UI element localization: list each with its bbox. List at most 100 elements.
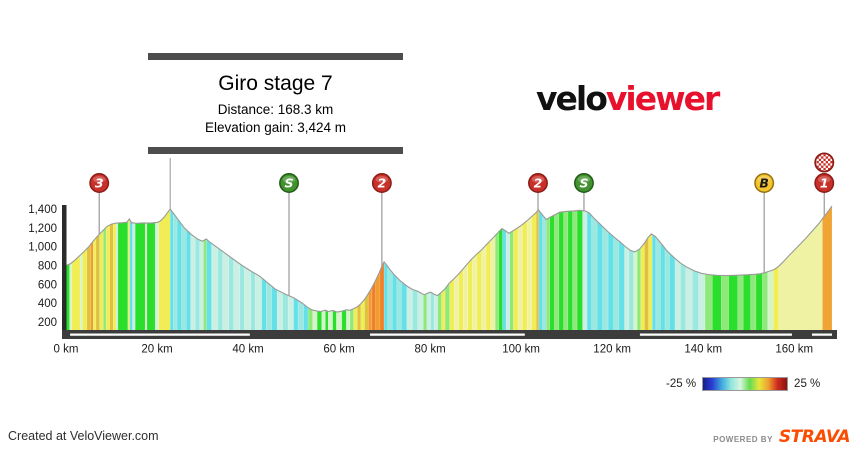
gradient-segment [554, 212, 560, 332]
gradient-segment [698, 272, 706, 332]
intermediate-sprint-icon [573, 173, 594, 193]
gradient-segment [181, 223, 187, 332]
gradient-segment [773, 265, 779, 332]
gradient-segment [423, 293, 428, 332]
gradient-segment [704, 273, 713, 332]
gradient-segment [103, 226, 107, 332]
marker-label: 2 [378, 175, 387, 190]
veloviewer-logo: veloviewer [536, 79, 720, 118]
gradient-segment [449, 277, 455, 332]
marker-label: 3 [95, 175, 104, 190]
gradient-segment [633, 250, 638, 332]
x-axis-label: 140 km [684, 344, 722, 356]
gradient-segment [755, 272, 763, 332]
marker-label: B [759, 175, 769, 190]
gradient-segment [266, 281, 272, 332]
gradient-segment [685, 266, 693, 332]
gradient-segment [505, 231, 510, 332]
title-divider-top [148, 53, 403, 60]
gradient-segment [282, 292, 289, 332]
strava-logo: STRAVA [778, 427, 851, 447]
gradient-segment [618, 240, 625, 332]
y-axis-label: 600 [38, 279, 57, 291]
gradient-segment [444, 282, 450, 332]
gradient-segment [371, 280, 376, 332]
y-axis-label: 200 [38, 317, 57, 329]
gradient-segment [463, 262, 469, 332]
gradient-segment [485, 239, 491, 332]
created-at-text: Created at VeloViewer.com [8, 429, 159, 443]
gradient-segment [454, 273, 459, 332]
gradient-segment [652, 234, 657, 332]
gradient-segment [728, 274, 738, 332]
gradient-segment [93, 237, 97, 332]
x-axis-label: 0 km [54, 344, 79, 356]
gradient-segment [69, 262, 73, 332]
gradient-segment [692, 269, 699, 332]
gradient-segment [648, 233, 653, 332]
finish-flag-ring [814, 152, 835, 173]
gradient-segment [737, 274, 744, 332]
gradient-segment [154, 222, 158, 332]
gradient-segment [476, 249, 482, 332]
gradient-segment [750, 273, 757, 332]
gradient-segment [127, 218, 130, 332]
marker-label: 2 [534, 175, 543, 190]
marker-category-3-climb: 3 [89, 173, 110, 235]
gradient-segment [549, 214, 555, 332]
gradient-segment [117, 220, 129, 332]
gradient-segment [109, 223, 114, 332]
gradient-segment [576, 210, 583, 332]
gradient-segment [65, 263, 70, 332]
gradient-segment [146, 222, 156, 332]
gradient-segment [596, 220, 603, 332]
gradient-segment [217, 247, 223, 332]
gradient-segment [255, 273, 262, 332]
gradient-segment [71, 254, 81, 332]
gradient-segment [498, 228, 503, 332]
marker-label: S [579, 175, 588, 190]
intermediate-sprint-icon [279, 173, 299, 193]
x-axis-label: 160 km [775, 344, 813, 356]
marker-intermediate-sprint: S [279, 173, 299, 296]
gradient-segment [406, 285, 413, 332]
gradient-segment [546, 216, 550, 332]
gradient-segment [526, 216, 532, 332]
gradient-segment [472, 253, 478, 332]
gradient-segment [481, 244, 487, 332]
strava-attribution: POWERED BY STRAVA [713, 427, 850, 447]
gradient-segment [669, 252, 676, 332]
gradient-segment [176, 217, 182, 332]
gradient-segment [628, 249, 634, 332]
gradient-segment [325, 309, 329, 332]
x-axis-label: 120 km [593, 344, 631, 356]
gradient-segment [287, 295, 294, 332]
gradient-segment [113, 222, 117, 332]
gradient-segment [195, 237, 201, 332]
legend-min-label: -25 % [666, 378, 697, 390]
y-axis-label: 1,400 [28, 204, 57, 216]
gradient-segment [721, 275, 729, 332]
gradient-segment [90, 240, 94, 332]
gradient-segment [441, 287, 446, 332]
gradient-segment [86, 243, 91, 332]
gradient-segment [203, 238, 207, 332]
gradient-segment [297, 300, 304, 332]
gradient-segment [680, 262, 687, 332]
gradient-segment [190, 233, 196, 332]
gradient-segment [591, 215, 598, 332]
gradient-segment [379, 261, 385, 332]
gradient-segment [368, 286, 373, 332]
gradient-segment [417, 290, 424, 332]
gradient-segment [346, 309, 351, 332]
category-2-climb-icon [371, 173, 392, 193]
logo-viewer: viewer [605, 79, 720, 118]
gradient-segment [664, 247, 670, 332]
gradient-segment [509, 230, 514, 332]
gradient-segment [517, 223, 523, 332]
marker-label: 1 [820, 175, 829, 190]
gradient-segment [490, 235, 496, 332]
gradient-segment [412, 288, 418, 332]
